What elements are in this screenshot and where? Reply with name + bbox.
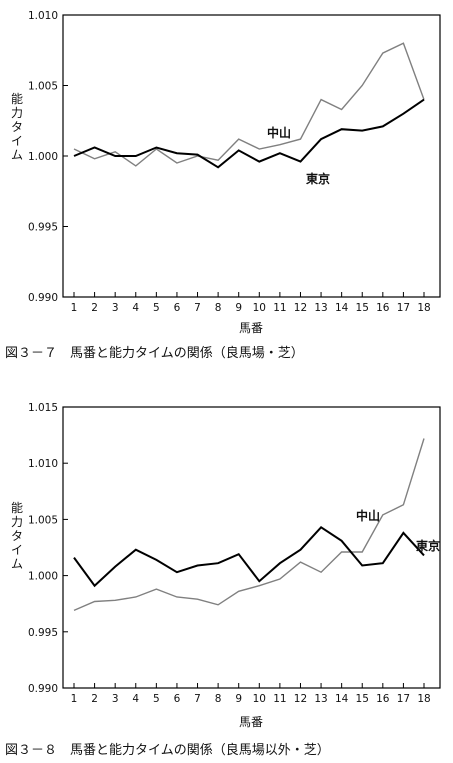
- chart-title: 図３－７ 馬番と能力タイムの関係（良馬場・芝）: [5, 345, 304, 361]
- x-tick-label: 9: [235, 693, 242, 705]
- y-axis-title: 能力タイム: [11, 501, 23, 571]
- x-tick-label: 10: [253, 693, 266, 705]
- x-tick-label: 16: [376, 693, 390, 705]
- x-tick-label: 1: [71, 302, 78, 314]
- series-line-tokyo: [73, 525, 425, 588]
- x-tick-label: 2: [91, 302, 98, 314]
- x-tick-label: 3: [112, 302, 119, 314]
- series-label-tokyo: 東京: [306, 171, 330, 186]
- x-tick-label: 11: [273, 302, 286, 314]
- x-tick-label: 15: [356, 693, 369, 705]
- y-tick-label: 0.990: [28, 292, 58, 304]
- x-tick-label: 7: [194, 302, 201, 314]
- x-tick-label: 5: [153, 302, 160, 314]
- y-axis-title-char: イ: [11, 543, 23, 557]
- x-tick-label: 14: [335, 302, 349, 314]
- series-label-nakayama: 中山: [356, 508, 380, 523]
- x-tick-label: 2: [91, 693, 98, 705]
- series-label-tokyo: 東京: [416, 538, 440, 553]
- y-axis-title-char: 能: [11, 92, 23, 106]
- y-tick-label: 1.005: [28, 81, 58, 93]
- x-tick-label: 13: [314, 693, 327, 705]
- x-axis-title: 馬番: [239, 715, 263, 729]
- y-axis-title-char: ム: [11, 557, 23, 571]
- x-tick-label: 9: [235, 302, 242, 314]
- y-axis-title-char: 能: [11, 501, 23, 515]
- plot-frame: [62, 406, 441, 689]
- x-tick-label: 18: [417, 693, 430, 705]
- y-tick-label: 1.010: [28, 10, 58, 22]
- x-tick-label: 12: [294, 693, 307, 705]
- x-tick-label: 14: [335, 693, 349, 705]
- x-tick-label: 5: [153, 693, 160, 705]
- y-tick-label: 0.995: [28, 627, 58, 639]
- series-line-nakayama: [73, 42, 425, 167]
- series-label-nakayama: 中山: [267, 125, 291, 140]
- x-tick-label: 7: [194, 693, 201, 705]
- y-tick-label: 1.005: [28, 514, 58, 526]
- x-tick-label: 16: [376, 302, 390, 314]
- chart-1: 能力タイム 馬番 図３－７ 馬番と能力タイムの関係（良馬場・芝） 0.990 0.…: [5, 10, 441, 361]
- y-axis-title-char: タ: [11, 120, 23, 134]
- y-axis-title-char: 力: [11, 106, 23, 120]
- x-axis-title: 馬番: [239, 321, 263, 335]
- y-axis-title-text: 能力タイム: [11, 501, 23, 571]
- x-tick-label: 17: [397, 302, 410, 314]
- x-tick-label: 6: [174, 302, 181, 314]
- x-tick-label: 17: [397, 693, 410, 705]
- y-axis-title-char: ム: [11, 148, 23, 162]
- chart-2: 能力タイム 馬番 図３－８ 馬番と能力タイムの関係（良馬場以外・芝） 0.990…: [5, 402, 441, 758]
- y-tick-label: 1.000: [28, 571, 58, 583]
- x-tick-label: 18: [417, 302, 430, 314]
- y-axis-title-char: タ: [11, 529, 23, 543]
- y-axis-title-text: 能力タイム: [11, 92, 23, 162]
- x-tick-label: 4: [132, 693, 139, 705]
- y-axis-title-char: イ: [11, 134, 23, 148]
- chart-title: 図３－８ 馬番と能力タイムの関係（良馬場以外・芝）: [5, 742, 330, 758]
- y-axis-title: 能力タイム: [11, 92, 23, 162]
- y-tick-label: 0.995: [28, 222, 58, 234]
- x-tick-label: 8: [215, 302, 222, 314]
- x-tick-label: 6: [174, 693, 181, 705]
- x-tick-label: 12: [294, 302, 307, 314]
- x-tick-label: 8: [215, 693, 222, 705]
- x-tick-label: 1: [71, 693, 78, 705]
- series-line-tokyo: [73, 98, 425, 169]
- x-tick-label: 15: [356, 302, 369, 314]
- y-axis-title-char: 力: [11, 515, 23, 529]
- x-tick-label: 13: [314, 302, 327, 314]
- series-line-nakayama: [73, 438, 425, 612]
- x-tick-label: 3: [112, 693, 119, 705]
- x-tick-label: 10: [253, 302, 266, 314]
- y-tick-label: 0.990: [28, 683, 58, 695]
- x-tick-label: 11: [273, 693, 286, 705]
- y-tick-label: 1.015: [28, 402, 58, 414]
- y-tick-label: 1.010: [28, 458, 58, 470]
- x-tick-label: 4: [132, 302, 139, 314]
- y-tick-label: 1.000: [28, 151, 58, 163]
